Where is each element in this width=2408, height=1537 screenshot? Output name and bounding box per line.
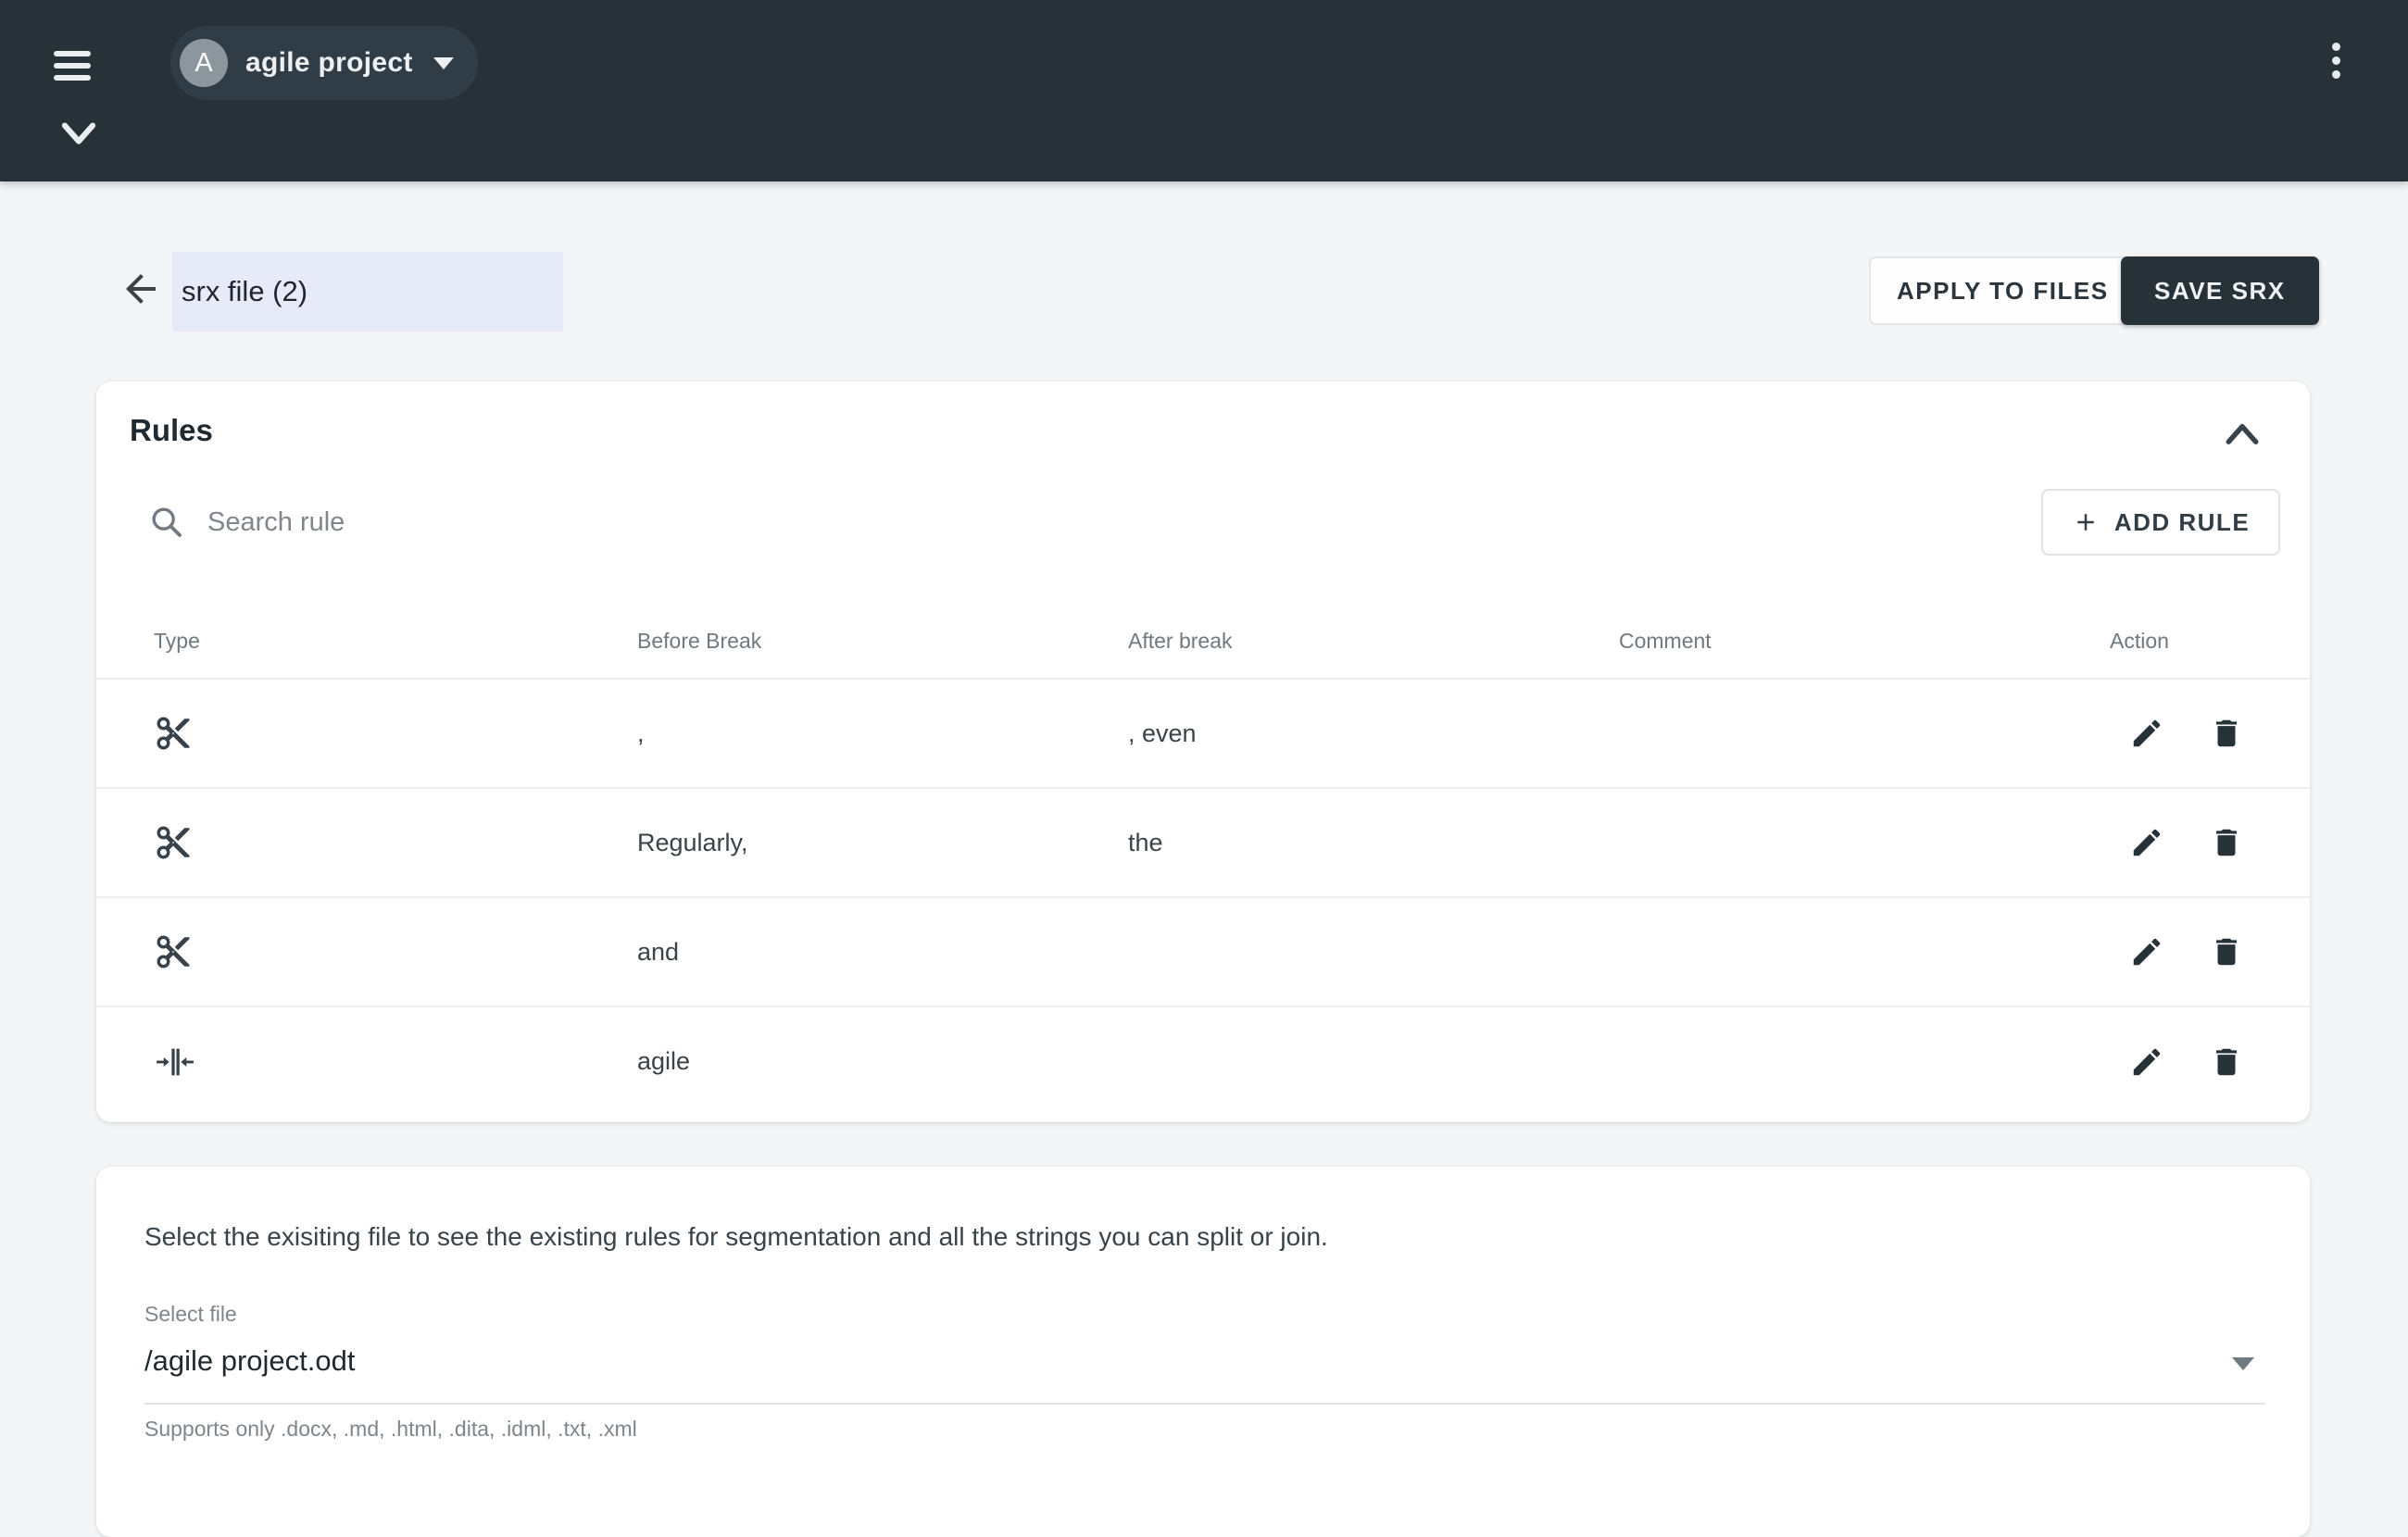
page-title: srx file (2) (182, 275, 308, 307)
search-rule-input[interactable] (207, 498, 1597, 546)
delete-rule-button[interactable] (2208, 1043, 2245, 1081)
edit-rule-button[interactable] (2128, 824, 2165, 861)
table-row: Regularly, the (96, 789, 2310, 898)
avatar: A (180, 39, 228, 87)
file-select-card: Select the exisiting file to see the exi… (96, 1167, 2310, 1537)
file-select-dropdown[interactable]: /agile project.odt (144, 1344, 356, 1377)
table-row: , , even (96, 680, 2310, 789)
join-icon (154, 1041, 637, 1083)
cut-icon (154, 823, 637, 862)
delete-rule-button[interactable] (2208, 824, 2245, 861)
delete-rule-button[interactable] (2208, 715, 2245, 752)
srx-title-field[interactable]: srx file (2) (172, 252, 563, 331)
menu-icon[interactable] (54, 51, 91, 81)
dropdown-caret-icon[interactable] (2232, 1357, 2254, 1370)
select-file-label: Select file (144, 1302, 237, 1326)
search-icon (148, 504, 185, 541)
edit-rule-button[interactable] (2128, 1043, 2165, 1081)
project-selector[interactable]: A agile project (170, 26, 478, 100)
after-break-cell: the (1128, 828, 1163, 856)
rules-card-title: Rules (130, 413, 213, 447)
rules-table-header: Type Before Break After break Comment Ac… (96, 604, 2310, 680)
collapse-header-chevron-icon[interactable] (57, 119, 100, 150)
column-header-action: Action (2110, 628, 2169, 653)
column-header-after-break: After break (1128, 628, 1233, 653)
rules-card: Rules ADD RULE Type Before Break After b… (96, 381, 2310, 1122)
collapse-rules-chevron-up-icon[interactable] (2215, 411, 2269, 456)
project-name: agile project (245, 47, 413, 78)
back-arrow-icon[interactable] (119, 267, 163, 311)
column-header-type: Type (154, 628, 200, 653)
apply-to-files-button[interactable]: APPLY TO FILES (1869, 256, 2137, 325)
app-header: A agile project (0, 0, 2408, 181)
select-underline (144, 1403, 2265, 1405)
plus-icon (2077, 514, 2094, 531)
rules-table-body: , , even Regularly, the (96, 680, 2310, 1116)
save-srx-button[interactable]: SAVE SRX (2121, 256, 2319, 325)
edit-rule-button[interactable] (2128, 715, 2165, 752)
cut-icon (154, 932, 637, 971)
kebab-menu-icon[interactable] (2326, 43, 2345, 79)
column-header-before-break: Before Break (637, 628, 762, 653)
supported-formats-hint: Supports only .docx, .md, .html, .dita, … (144, 1417, 637, 1441)
before-break-cell: Regularly, (637, 828, 748, 856)
table-row: and (96, 898, 2310, 1007)
add-rule-button[interactable]: ADD RULE (2041, 489, 2280, 556)
cut-icon (154, 714, 637, 753)
before-break-cell: , (637, 719, 645, 747)
after-break-cell: , even (1128, 719, 1197, 747)
table-row: agile (96, 1007, 2310, 1116)
before-break-cell: agile (637, 1047, 691, 1075)
chevron-down-icon (433, 56, 454, 69)
edit-rule-button[interactable] (2128, 933, 2165, 970)
column-header-comment: Comment (1619, 628, 1712, 653)
delete-rule-button[interactable] (2208, 933, 2245, 970)
file-card-description: Select the exisiting file to see the exi… (144, 1222, 1328, 1251)
before-break-cell: and (637, 937, 680, 966)
